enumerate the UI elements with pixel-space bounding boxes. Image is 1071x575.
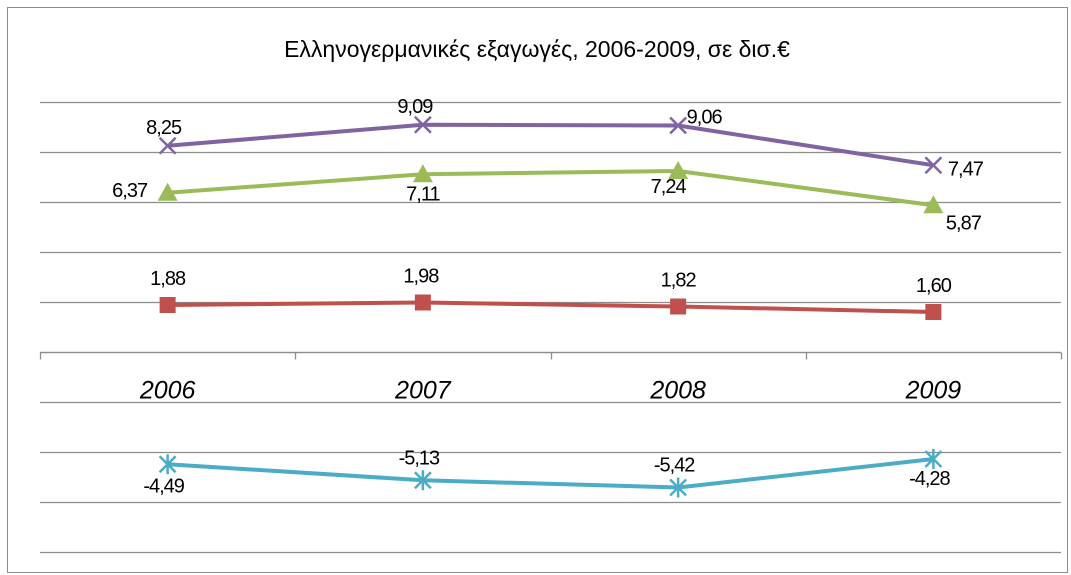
data-labels: 8,25 9,09 9,06 7,47 6,37 7,11 7,24 5,87 1,88 1,98…	[112, 96, 985, 498]
chart-title: Ελληνογερμανικές εξαγωγές, 2006-2009, σε…	[284, 36, 790, 62]
data-label: -5,13	[399, 447, 440, 469]
data-label: 7,11	[406, 183, 440, 205]
data-point-square	[670, 298, 687, 315]
gridlines	[40, 101, 1061, 554]
x-tick-label: 2009	[905, 377, 962, 405]
data-label: 1,98	[403, 266, 439, 288]
data-point-x	[413, 115, 432, 134]
data-label: 9,06	[687, 107, 723, 129]
data-label: -4,49	[143, 475, 184, 497]
data-label: -5,42	[654, 455, 695, 477]
data-label: 1,82	[661, 270, 697, 292]
x-tick-label: 2008	[649, 377, 706, 405]
data-point-x	[924, 156, 943, 175]
data-point-triangle	[157, 182, 178, 201]
data-point-x	[669, 116, 688, 135]
data-label: 9,09	[397, 96, 433, 118]
data-point-triangle	[923, 195, 944, 214]
series-line	[167, 300, 934, 314]
data-label: 5,87	[946, 212, 982, 234]
data-point-square	[925, 304, 942, 320]
series-line	[167, 122, 934, 168]
x-axis: 2006 2007 2008 2009	[39, 351, 1063, 405]
data-point-star	[669, 477, 688, 498]
data-point-star	[413, 470, 432, 491]
data-point-x	[158, 136, 177, 155]
chart-frame	[7, 7, 1068, 573]
data-point-star	[158, 454, 177, 475]
data-point-square	[414, 294, 431, 311]
data-label: -4,28	[909, 468, 950, 490]
x-tick-label: 2006	[139, 377, 196, 405]
data-point-triangle	[668, 161, 689, 179]
series-line	[167, 169, 934, 208]
series-line	[167, 457, 934, 490]
x-tick-label: 2007	[394, 377, 452, 405]
data-label: 7,47	[948, 158, 984, 180]
data-label: 7,24	[651, 176, 687, 198]
data-point-star	[924, 449, 943, 469]
data-label: 8,25	[146, 117, 182, 139]
data-label: 1,88	[150, 268, 186, 290]
series-layer	[157, 115, 944, 498]
data-point-square	[159, 297, 176, 313]
data-label: 6,37	[112, 180, 148, 202]
data-point-triangle	[412, 164, 433, 183]
data-label: 1,60	[916, 275, 952, 297]
